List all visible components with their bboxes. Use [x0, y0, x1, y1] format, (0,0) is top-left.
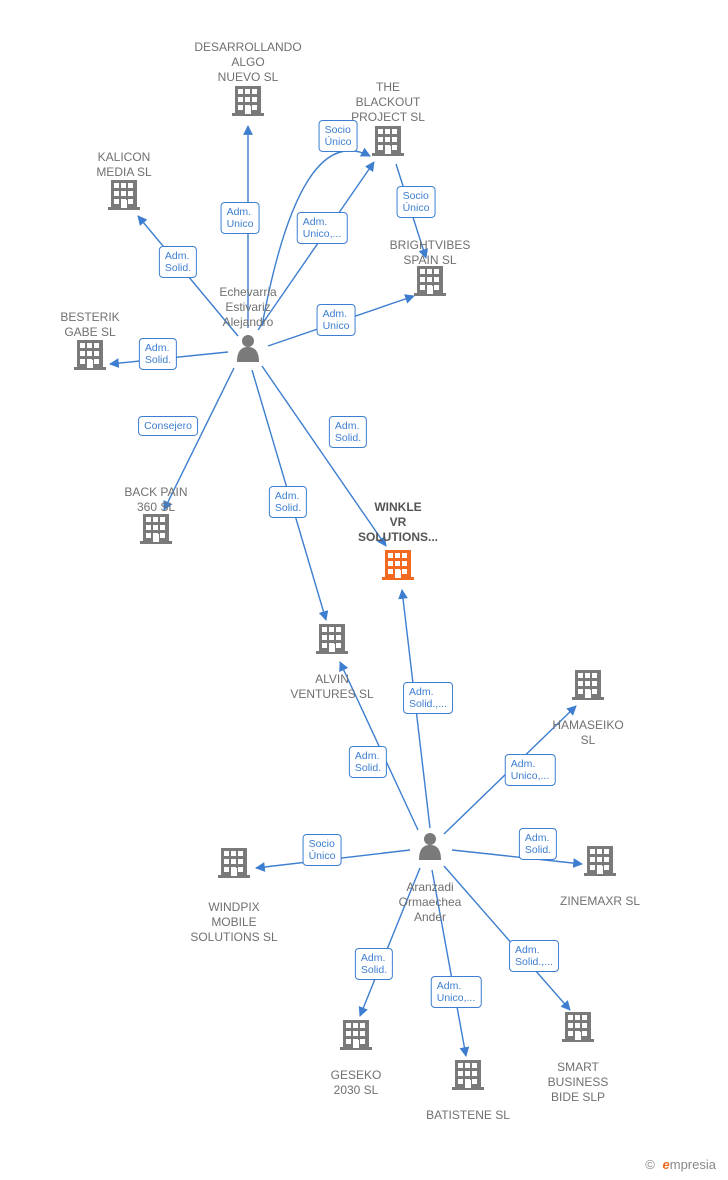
building-icon [414, 266, 446, 296]
node-label: DESARROLLANDO ALGO NUEVO SL [188, 40, 308, 85]
company-node: ALVIN VENTURES SL [272, 672, 392, 702]
building-icon [584, 846, 616, 876]
building-icon [340, 1020, 372, 1050]
company-node: BRIGHTVIBES SPAIN SL [370, 238, 490, 268]
edge-label: Adm. Unico [317, 304, 356, 336]
building-icon [74, 340, 106, 370]
person-node: Aranzadi Ormaechea Ander [370, 880, 490, 925]
person-node: Echevarria Estivariz Alejandro [188, 285, 308, 330]
company-node: BESTERIK GABE SL [30, 310, 150, 340]
node-label: ALVIN VENTURES SL [272, 672, 392, 702]
company-node: DESARROLLANDO ALGO NUEVO SL [188, 40, 308, 85]
node-label: THE BLACKOUT PROJECT SL [328, 80, 448, 125]
edge-label: Adm. Unico [221, 202, 260, 234]
person-icon [237, 335, 259, 362]
edge-label: Adm. Solid. [349, 746, 387, 778]
building-icon [140, 514, 172, 544]
brand-initial: e [663, 1157, 670, 1172]
node-label: WINDPIX MOBILE SOLUTIONS SL [174, 900, 294, 945]
edge-label: Adm. Solid.,... [403, 682, 453, 714]
person-icon [419, 833, 441, 860]
copyright-symbol: © [645, 1157, 655, 1172]
edge-label: Adm. Solid. [139, 338, 177, 370]
company-node: BATISTENE SL [408, 1108, 528, 1123]
node-label: BRIGHTVIBES SPAIN SL [370, 238, 490, 268]
node-label: KALICON MEDIA SL [64, 150, 184, 180]
node-label: BESTERIK GABE SL [30, 310, 150, 340]
company-node: KALICON MEDIA SL [64, 150, 184, 180]
node-label: ZINEMAXR SL [540, 894, 660, 909]
edge-label: Adm. Unico,... [505, 754, 556, 786]
building-icon [382, 550, 414, 580]
node-label: BATISTENE SL [408, 1108, 528, 1123]
edge-label: Socio Único [397, 186, 436, 218]
building-icon [316, 624, 348, 654]
edge-label: Consejero [138, 416, 198, 436]
company-node: BACK PAIN 360 SL [96, 485, 216, 515]
footer-copyright: © empresia [645, 1157, 716, 1172]
node-label: BACK PAIN 360 SL [96, 485, 216, 515]
node-label: WINKLE VR SOLUTIONS... [338, 500, 458, 545]
building-icon [562, 1012, 594, 1042]
edge-label: Adm. Unico,... [431, 976, 482, 1008]
edge-label: Adm. Solid. [519, 828, 557, 860]
node-label: HAMASEIKO SL [528, 718, 648, 748]
edge-label: Adm. Unico,... [297, 212, 348, 244]
company-node: GESEKO 2030 SL [296, 1068, 416, 1098]
edge-label: Socio Único [303, 834, 342, 866]
edge-label: Socio Único [319, 120, 358, 152]
company-node: WINKLE VR SOLUTIONS... [338, 500, 458, 545]
company-node: SMART BUSINESS BIDE SLP [518, 1060, 638, 1105]
company-node: WINDPIX MOBILE SOLUTIONS SL [174, 900, 294, 945]
edge-aranzadi-zinemaxr [452, 850, 582, 864]
building-icon [108, 180, 140, 210]
node-label: SMART BUSINESS BIDE SLP [518, 1060, 638, 1105]
company-node: ZINEMAXR SL [540, 894, 660, 909]
edge-label: Adm. Solid. [355, 948, 393, 980]
brand-name: mpresia [670, 1157, 716, 1172]
edge-label: Adm. Solid. [329, 416, 367, 448]
company-node: HAMASEIKO SL [528, 718, 648, 748]
edge-label: Adm. Solid. [269, 486, 307, 518]
node-label: Echevarria Estivariz Alejandro [188, 285, 308, 330]
edge-label: Adm. Solid. [159, 246, 197, 278]
node-label: GESEKO 2030 SL [296, 1068, 416, 1098]
company-node: THE BLACKOUT PROJECT SL [328, 80, 448, 125]
edge-label: Adm. Solid.,... [509, 940, 559, 972]
node-label: Aranzadi Ormaechea Ander [370, 880, 490, 925]
building-icon [452, 1060, 484, 1090]
building-icon [372, 126, 404, 156]
building-icon [232, 86, 264, 116]
building-icon [572, 670, 604, 700]
building-icon [218, 848, 250, 878]
